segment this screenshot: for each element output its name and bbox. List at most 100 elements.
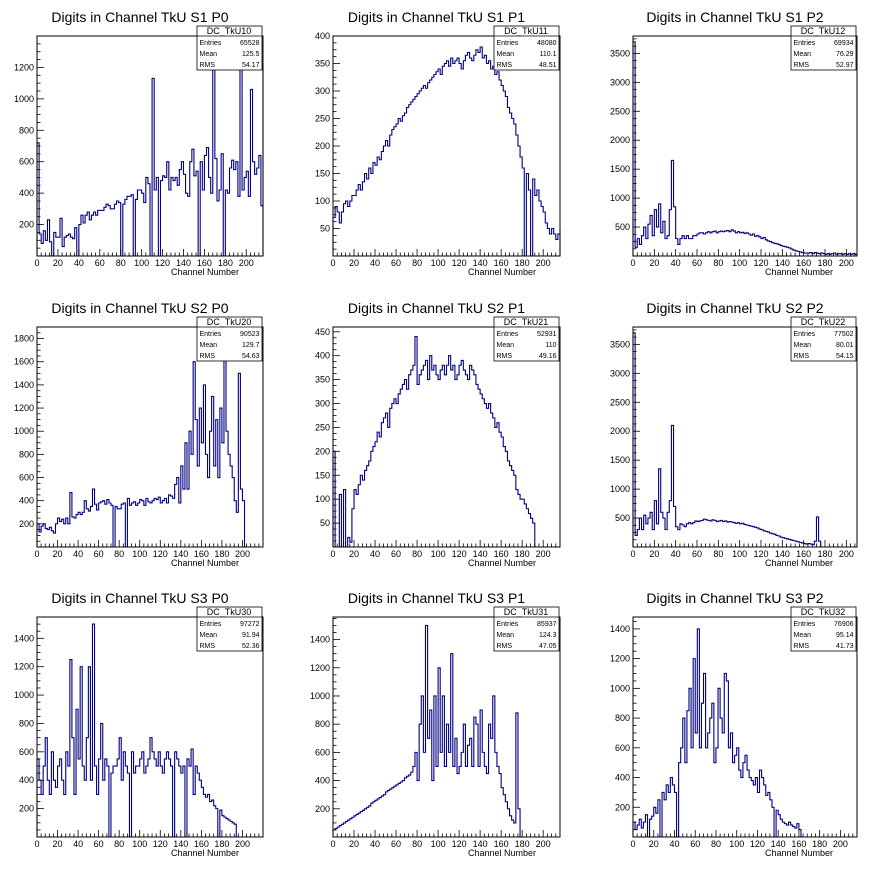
histogram-panel: Digits in Channel TkU S3 P0 0 20 40 60 80 100 1…: [14, 590, 264, 858]
x-tick-label: 20: [649, 839, 659, 849]
y-tick-label: 600: [19, 473, 34, 483]
x-tick-label: 100: [431, 258, 446, 268]
x-tick-label: 160: [194, 839, 209, 849]
histogram-series: [332, 336, 536, 548]
stats-key: RMS: [794, 643, 810, 650]
x-tick-label: 140: [473, 258, 488, 268]
x-tick-label: 120: [153, 549, 168, 559]
x-tick-label: 0: [34, 258, 39, 268]
stats-value: 76.29: [836, 51, 854, 58]
y-tick-label: 200: [315, 446, 330, 456]
stats-key: Mean: [794, 51, 812, 58]
x-tick-label: 40: [370, 839, 380, 849]
y-tick-label: 50: [320, 224, 330, 234]
stats-box-frame: [196, 316, 263, 362]
x-tick-label: 200: [839, 258, 854, 268]
stats-box: DC_TkU32 Entries 76906 Mean 95.14 RMS 41.73: [790, 606, 857, 652]
y-tick-label: 800: [19, 449, 34, 459]
panel-title: Digits in Channel TkU S1 P0: [51, 9, 228, 25]
stats-value: 110: [545, 342, 556, 349]
stats-key: RMS: [794, 62, 810, 69]
x-tick-label: 140: [173, 549, 188, 559]
histogram-series: [632, 332, 822, 547]
histogram-panel: Digits in Channel TkU S2 P1 0 20 40 60 80 100 1…: [315, 300, 561, 568]
x-tick-label: 200: [536, 839, 551, 849]
x-tick-label: 60: [94, 549, 104, 559]
y-tick-label: 1800: [14, 334, 34, 344]
stats-value: 48.51: [539, 62, 557, 69]
stats-value: 49.16: [539, 353, 557, 360]
x-tick-label: 100: [134, 258, 149, 268]
x-tick-label: 60: [690, 839, 700, 849]
stats-value: 54.15: [836, 353, 854, 360]
x-tick-label: 200: [536, 549, 551, 559]
y-tick-label: 200: [19, 519, 34, 529]
stats-key: RMS: [497, 643, 513, 650]
stats-key: Mean: [497, 342, 515, 349]
y-tick-label: 600: [615, 743, 630, 753]
stats-key: Mean: [794, 342, 812, 349]
x-tick-label: 80: [713, 549, 723, 559]
stats-box-frame: [196, 25, 263, 71]
y-tick-label: 1600: [14, 357, 34, 367]
stats-key: Entries: [200, 621, 222, 628]
x-tick-label: 140: [775, 258, 790, 268]
stats-value: 80.01: [836, 342, 854, 349]
stats-name: DC_TkU11: [504, 26, 548, 36]
x-tick-label: 140: [775, 549, 790, 559]
x-axis-label: Channel Number: [765, 267, 833, 277]
y-tick-label: 1000: [610, 484, 630, 494]
y-tick-label: 400: [19, 188, 34, 198]
x-tick-label: 0: [34, 839, 39, 849]
stats-name: DC_TkU31: [504, 607, 549, 617]
x-tick-label: 20: [53, 839, 63, 849]
stats-key: Entries: [200, 40, 222, 47]
x-tick-label: 160: [796, 258, 811, 268]
y-tick-label: 1000: [14, 94, 34, 104]
histogram-series: [36, 54, 264, 257]
y-tick-label: 400: [19, 775, 34, 785]
x-tick-label: 140: [473, 549, 488, 559]
x-tick-label: 40: [671, 258, 681, 268]
stats-key: RMS: [200, 62, 216, 69]
y-tick-label: 1400: [310, 635, 330, 645]
y-tick-label: 1000: [310, 691, 330, 701]
y-tick-label: 500: [615, 222, 630, 232]
y-tick-label: 1400: [14, 633, 34, 643]
x-tick-label: 80: [114, 549, 124, 559]
x-axis-label: Channel Number: [171, 558, 239, 568]
stats-value: 54.17: [242, 62, 260, 69]
y-tick-label: 500: [615, 513, 630, 523]
stats-box-frame: [196, 606, 263, 652]
x-tick-label: 80: [412, 839, 422, 849]
x-tick-label: 120: [750, 839, 765, 849]
stats-name: DC_TkU20: [207, 317, 252, 327]
stats-box-frame: [493, 316, 560, 362]
y-tick-label: 400: [315, 31, 330, 41]
x-axis-label: Channel Number: [468, 267, 536, 277]
x-tick-label: 160: [796, 549, 811, 559]
y-tick-label: 800: [19, 125, 34, 135]
x-tick-label: 100: [431, 549, 446, 559]
x-tick-label: 40: [669, 839, 679, 849]
plot-frame: [632, 35, 858, 257]
y-tick-label: 1000: [14, 690, 34, 700]
stats-key: Entries: [200, 331, 222, 338]
x-tick-label: 60: [391, 549, 401, 559]
x-tick-label: 20: [649, 258, 659, 268]
stats-value: 110.1: [540, 51, 557, 58]
x-tick-label: 200: [235, 839, 250, 849]
y-tick-label: 300: [315, 399, 330, 409]
x-tick-label: 140: [176, 258, 191, 268]
y-tick-label: 50: [320, 518, 330, 528]
x-tick-label: 80: [412, 258, 422, 268]
x-tick-label: 200: [239, 258, 254, 268]
x-tick-label: 120: [155, 258, 170, 268]
x-axis-label: Channel Number: [468, 848, 536, 858]
y-tick-label: 100: [315, 196, 330, 206]
x-tick-label: 100: [431, 839, 446, 849]
y-tick-label: 1000: [610, 683, 630, 693]
stats-box-frame: [493, 25, 560, 71]
stats-box-frame: [790, 316, 857, 362]
